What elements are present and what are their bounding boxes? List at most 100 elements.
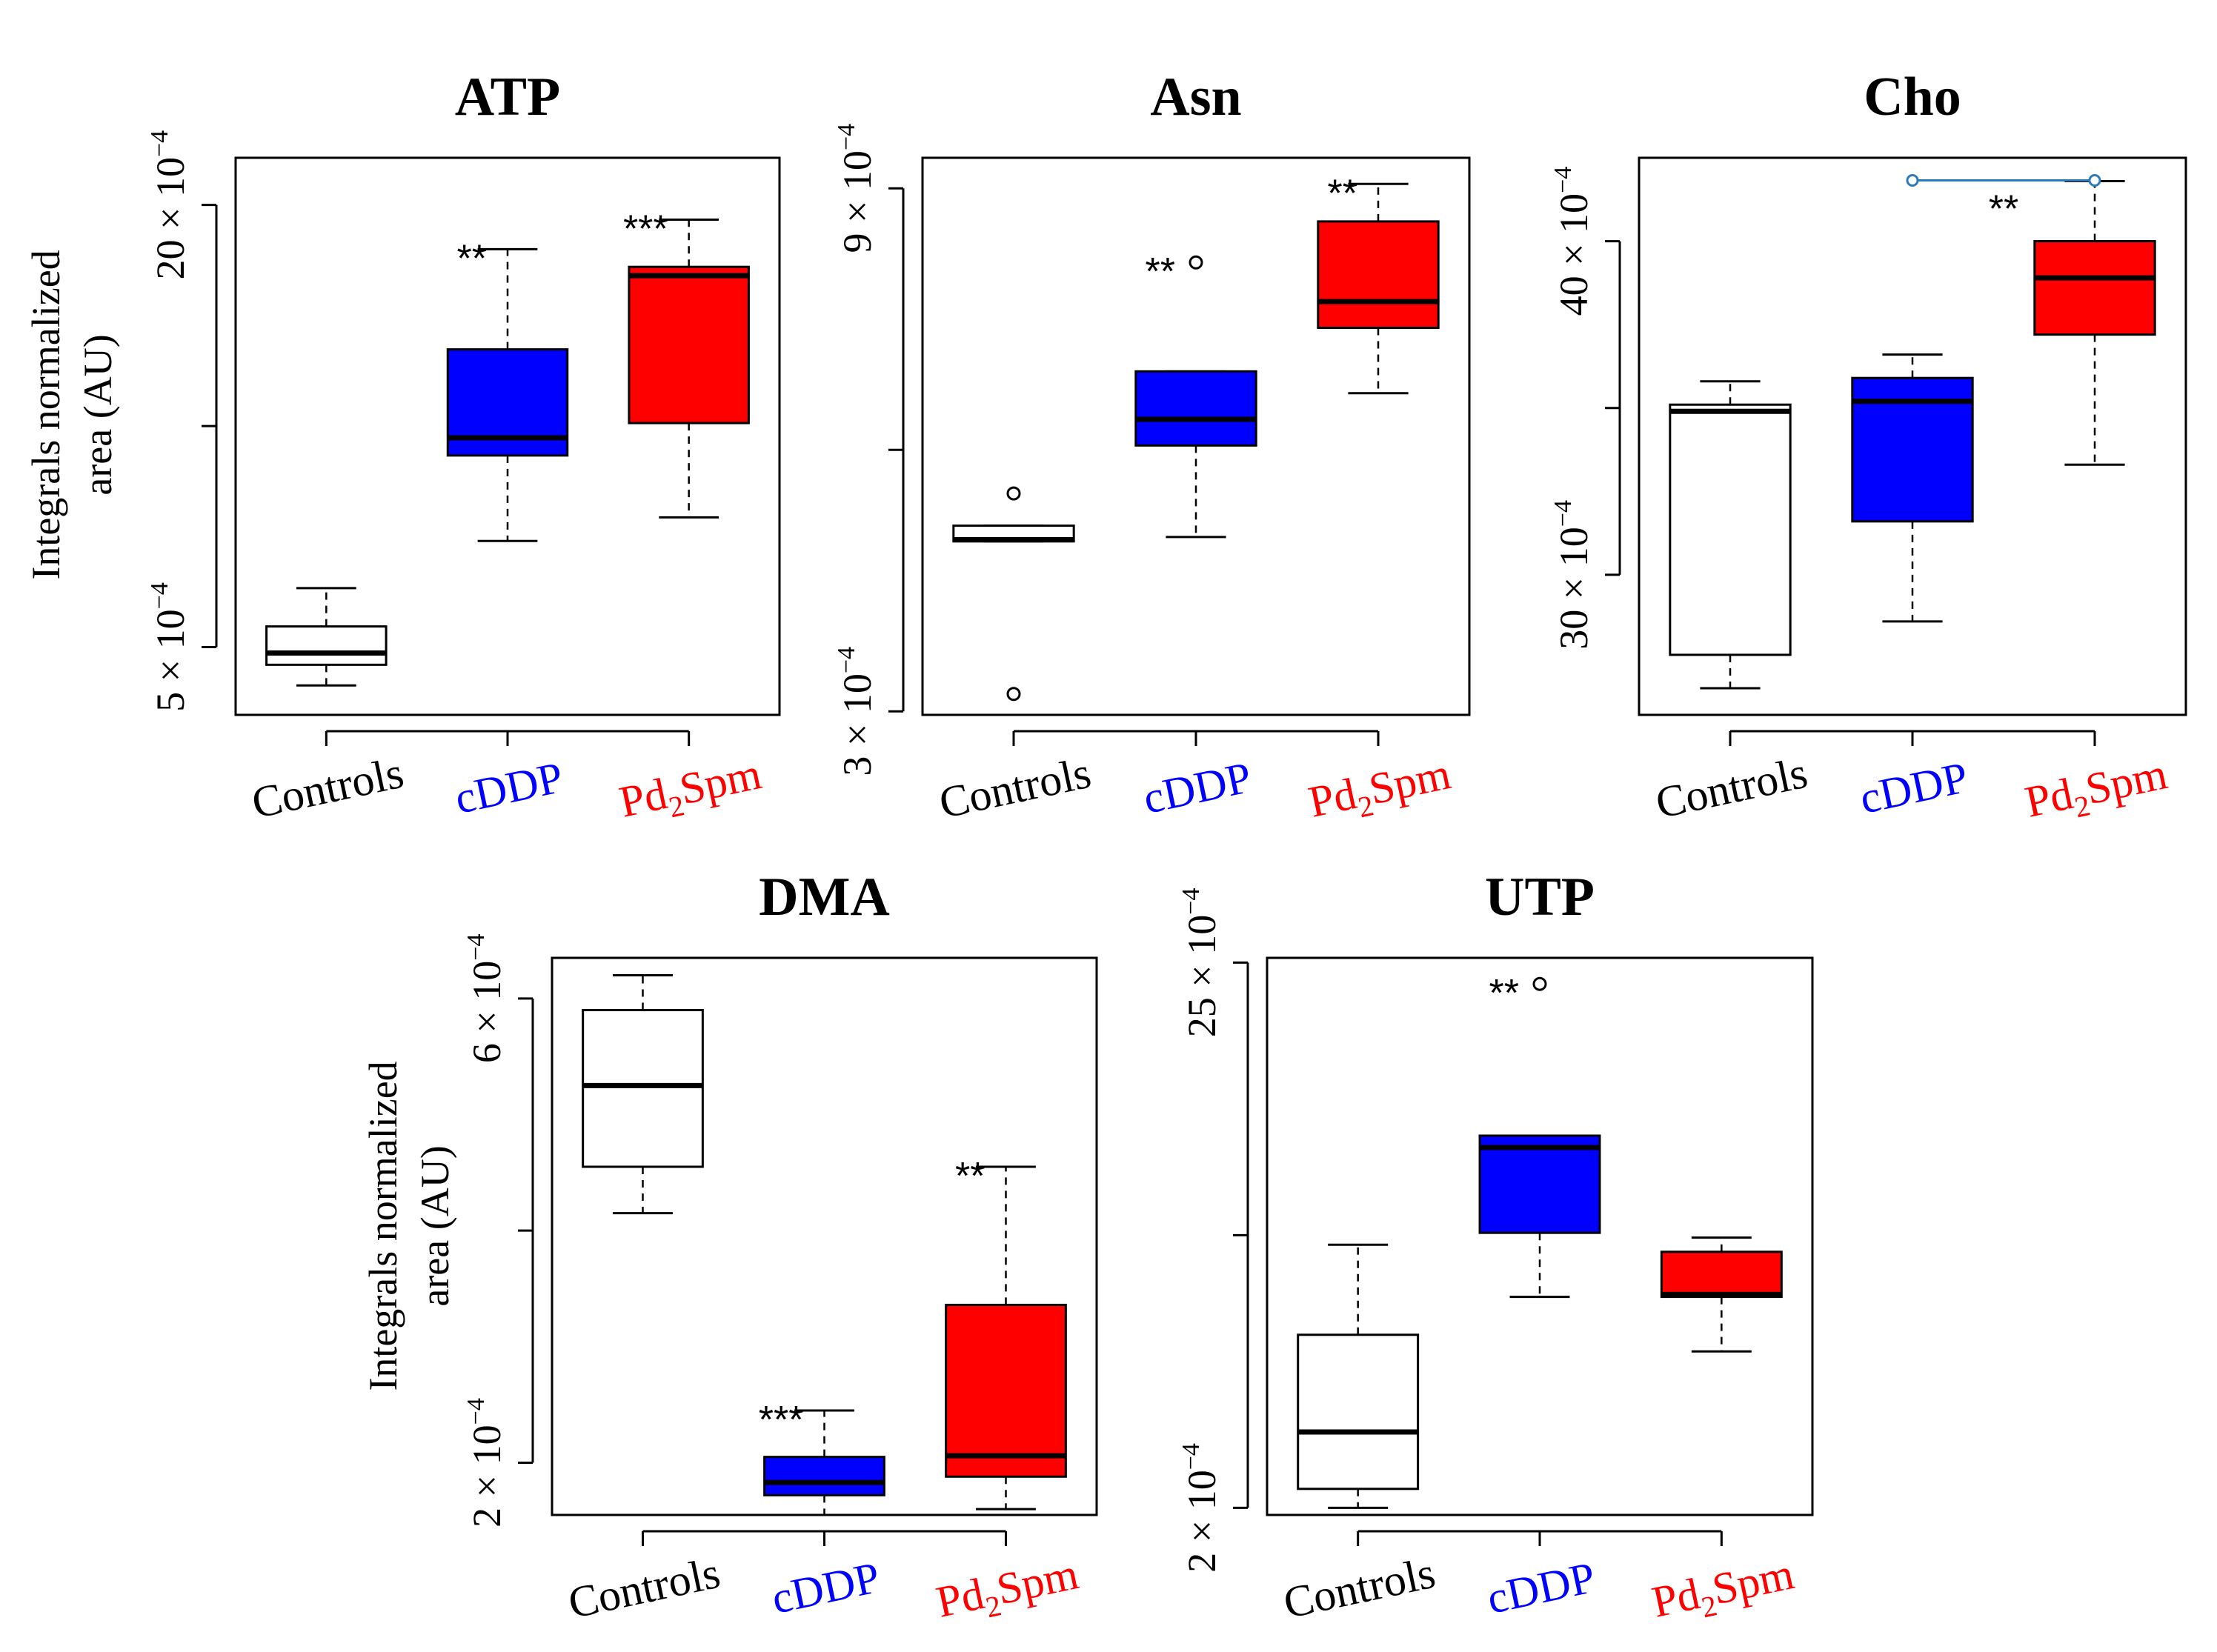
x-category-label-dma-1: cDDP [768,1553,884,1623]
category-text-rest: Spm [1365,749,1455,813]
box-iqr [1669,403,1792,656]
outlier-point-1 [1006,486,1021,501]
box-dma-controls [582,974,704,1215]
x-category-label-utp-0: Controls [1280,1548,1440,1628]
y-tick-label-dma-2: 6 × 10−4 [462,934,509,1064]
y-tick-mantissa: 3 × 10 [835,673,880,776]
panel-title-atp: ATP [455,67,561,127]
y-tick-exponent: −4 [146,582,173,609]
box-utp-cddp [1478,976,1601,1299]
significance-label-utp-0: ** [1489,972,1519,1015]
category-text-rest: Spm [992,1549,1082,1613]
category-text: cDDP [1483,1553,1599,1623]
box-atp-cddp [446,247,569,542]
category-text: Pd [932,1569,988,1627]
y-tick-exponent: −4 [462,1398,490,1425]
x-category-label-dma-2: Pd2Spm [932,1549,1084,1634]
bracket-end-right [2088,174,2101,187]
x-category-label-utp-1: cDDP [1483,1553,1599,1623]
outlier-point-0 [1532,976,1547,991]
box-dma-cddp [763,1409,885,1516]
box-iqr [1660,1250,1783,1299]
ylabel-top-line1: Integrals normalized [24,250,68,579]
y-tick-exponent: −4 [833,647,860,673]
plot-frame-asn [921,156,1471,716]
box-cho-pd2spm [2033,180,2156,466]
y-tick-exponent: −4 [462,934,490,961]
box-asn-pd2spm [1317,182,1440,395]
significance-label-atp-1: *** [623,208,668,251]
y-tick-mantissa: 2 × 10 [1180,1470,1224,1572]
y-tick-exponent: −4 [146,130,173,157]
box-asn-controls [952,486,1075,702]
x-category-label-asn-0: Controls [935,748,1095,828]
category-text: cDDP [1855,753,1972,823]
outlier-point-0 [1189,255,1203,270]
y-tick-mantissa: 9 × 10 [835,150,880,253]
category-text: cDDP [451,753,567,823]
y-tick-exponent: −4 [1549,167,1577,193]
category-text: Pd [2021,769,2077,827]
y-tick-label-asn-2: 9 × 10−4 [833,124,880,253]
category-text: Pd [1304,769,1360,827]
plot-frame-atp [234,156,781,716]
x-category-label-asn-2: Pd2Spm [1304,749,1456,834]
category-text: Controls [564,1548,724,1628]
x-category-label-cho-1: cDDP [1855,753,1972,823]
category-text: cDDP [1139,753,1255,823]
y-tick-label-atp-2: 20 × 10−4 [146,130,193,280]
category-text-rest: Spm [1708,1549,1798,1613]
y-tick-label-asn-0: 3 × 10−4 [833,647,880,776]
significance-label-dma-0: *** [759,1399,804,1442]
x-category-label-cho-0: Controls [1652,748,1812,828]
significance-label-cho-0: ** [1989,188,2018,231]
box-atp-controls [265,587,388,687]
ylabel-top-line2: area (AU) [76,334,120,495]
y-tick-mantissa: 20 × 10 [148,157,193,279]
panel-title-asn: Asn [1150,67,1241,127]
y-tick-mantissa: 5 × 10 [148,609,193,711]
y-tick-exponent: −4 [833,124,860,150]
box-utp-pd2spm [1660,1236,1783,1353]
box-utp-controls [1297,1243,1420,1509]
y-tick-label-dma-0: 2 × 10−4 [462,1398,509,1528]
box-iqr [1478,1134,1601,1234]
significance-label-asn-1: ** [1328,172,1357,215]
category-text-rest: Spm [2081,749,2171,813]
y-tick-mantissa: 25 × 10 [1180,915,1224,1037]
panel-title-dma: DMA [759,867,890,927]
box-iqr [1134,370,1257,447]
y-tick-label-cho-2: 40 × 10−4 [1549,167,1596,316]
x-category-label-dma-0: Controls [564,1548,724,1628]
box-iqr [945,1303,1067,1478]
category-text: Controls [1280,1548,1440,1628]
y-tick-exponent: −4 [1177,1443,1205,1470]
category-text: Pd [615,769,671,827]
box-atp-pd2spm [628,219,750,519]
x-category-label-atp-1: cDDP [451,753,567,823]
significance-label-atp-0: ** [457,237,487,280]
box-iqr [1297,1333,1420,1491]
plot-frame-cho [1638,156,2187,716]
y-tick-label-atp-0: 5 × 10−4 [146,582,193,712]
y-tick-exponent: −4 [1177,888,1205,915]
box-iqr [1317,220,1440,329]
y-tick-mantissa: 30 × 10 [1552,527,1596,649]
box-iqr [265,625,388,666]
ylabel-bottom-line2: area (AU) [413,1145,457,1306]
x-category-label-atp-0: Controls [247,748,408,828]
bracket-end-left [1906,174,1919,187]
y-tick-exponent: −4 [1549,500,1577,527]
significance-label-asn-0: ** [1146,250,1175,293]
x-category-label-asn-1: cDDP [1139,753,1255,823]
y-tick-mantissa: 6 × 10 [465,961,509,1063]
category-text: Controls [935,748,1095,828]
box-cho-controls [1669,380,1792,690]
ylabel-bottom-line1: Integrals normalized [361,1061,405,1390]
